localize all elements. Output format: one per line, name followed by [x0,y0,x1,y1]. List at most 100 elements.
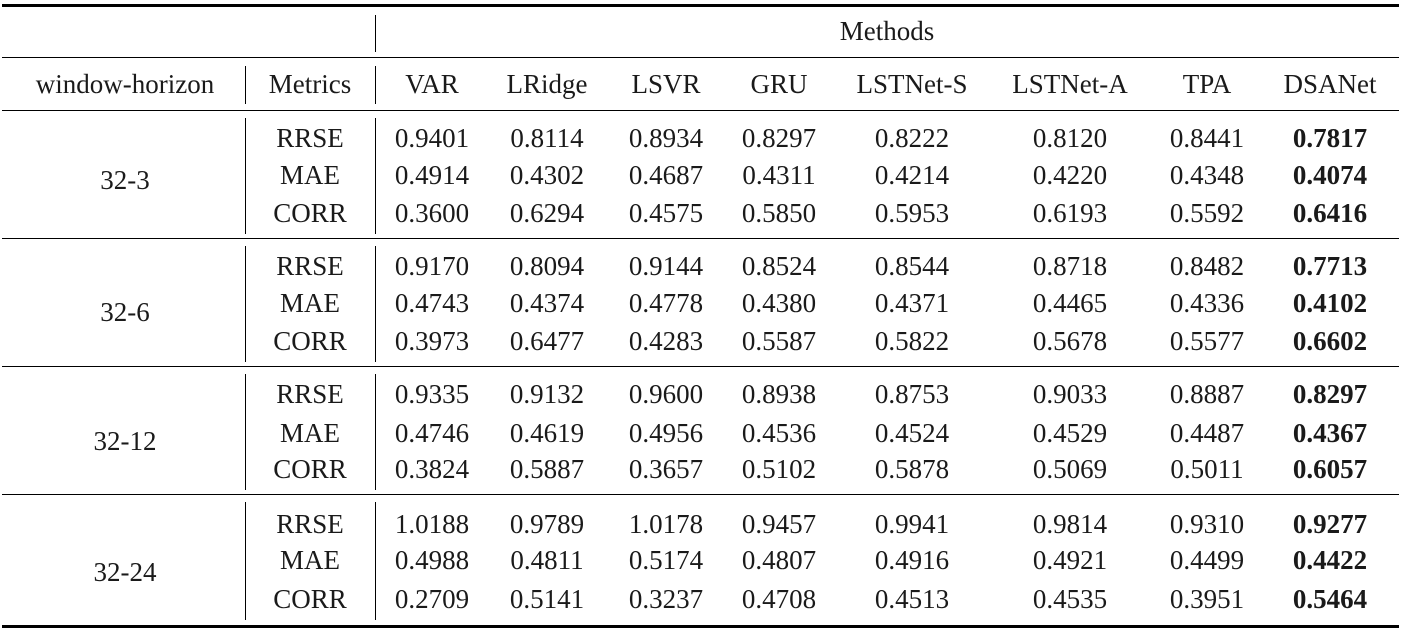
value-cell: 0.9132 [509,379,585,409]
col-header-dsanet: DSANet [1283,69,1377,99]
value-cell: 0.8887 [1169,379,1245,409]
value-cell: 0.9401 [394,123,470,153]
best-value-cell: 0.4422 [1292,545,1368,575]
value-cell: 0.9789 [509,509,585,539]
value-cell: 0.4988 [394,545,470,575]
value-cell: 0.8938 [741,379,817,409]
column-separator [245,374,246,490]
value-cell: 0.9941 [874,509,950,539]
value-cell: 0.4921 [1032,545,1108,575]
column-separator [375,15,376,52]
value-cell: 0.5011 [1170,454,1244,484]
value-cell: 0.5069 [1032,454,1108,484]
value-cell: 0.3973 [394,326,470,356]
header-rule [2,110,1399,111]
value-cell: 1.0188 [394,509,470,539]
col-header-lstnet-a: LSTNet-A [1012,69,1128,99]
best-value-cell: 0.6602 [1292,326,1368,356]
metric-label: RRSE [276,509,344,539]
col-header-lsvr: LSVR [631,69,701,99]
metric-label: CORR [273,326,347,356]
metric-label: MAE [280,160,340,190]
value-cell: 0.4956 [628,418,704,448]
col-header-window-horizon: window-horizon [35,69,215,99]
value-cell: 0.9033 [1032,379,1108,409]
value-cell: 0.4575 [628,198,704,228]
value-cell: 0.8441 [1169,123,1245,153]
best-value-cell: 0.8297 [1292,379,1368,409]
value-cell: 0.5592 [1169,198,1245,228]
value-cell: 0.9457 [741,509,817,539]
value-cell: 0.3600 [394,198,470,228]
value-cell: 0.8934 [628,123,704,153]
value-cell: 0.4220 [1032,160,1108,190]
column-separator [375,502,376,620]
value-cell: 0.8524 [741,251,817,281]
value-cell: 0.4535 [1032,584,1108,614]
value-cell: 0.4708 [741,584,817,614]
col-header-lstnet-s: LSTNet-S [856,69,968,99]
value-cell: 0.8482 [1169,251,1245,281]
metric-label: MAE [280,288,340,318]
value-cell: 0.9335 [394,379,470,409]
value-cell: 0.9310 [1169,509,1245,539]
value-cell: 0.4302 [509,160,585,190]
best-value-cell: 0.4102 [1292,288,1368,318]
best-value-cell: 0.6416 [1292,198,1368,228]
metric-label: RRSE [276,379,344,409]
col-header-gru: GRU [750,69,808,99]
value-cell: 0.4743 [394,288,470,318]
value-cell: 0.4746 [394,418,470,448]
value-cell: 0.8718 [1032,251,1108,281]
best-value-cell: 0.4367 [1292,418,1368,448]
best-value-cell: 0.5464 [1292,584,1368,614]
value-cell: 1.0178 [628,509,704,539]
column-separator [375,246,376,362]
metric-label: CORR [273,584,347,614]
value-cell: 0.5878 [874,454,950,484]
column-separator [375,118,376,234]
value-cell: 0.8297 [741,123,817,153]
value-cell: 0.4380 [741,288,817,318]
group-label: 32-3 [100,165,150,195]
value-cell: 0.4807 [741,545,817,575]
best-value-cell: 0.9277 [1292,509,1368,539]
best-value-cell: 0.6057 [1292,454,1368,484]
value-cell: 0.6294 [509,198,585,228]
column-separator [375,374,376,490]
value-cell: 0.3237 [628,584,704,614]
value-cell: 0.4524 [874,418,950,448]
metric-label: CORR [273,454,347,484]
value-cell: 0.4529 [1032,418,1108,448]
methods-rule [2,57,1399,58]
col-header-var: VAR [405,69,459,99]
value-cell: 0.9600 [628,379,704,409]
value-cell: 0.5887 [509,454,585,484]
column-separator [245,118,246,234]
value-cell: 0.4536 [741,418,817,448]
group-rule [2,494,1399,495]
value-cell: 0.6477 [509,326,585,356]
value-cell: 0.4283 [628,326,704,356]
value-cell: 0.4914 [394,160,470,190]
value-cell: 0.6193 [1032,198,1108,228]
value-cell: 0.4778 [628,288,704,318]
best-value-cell: 0.4074 [1292,160,1368,190]
value-cell: 0.9814 [1032,509,1108,539]
value-cell: 0.4687 [628,160,704,190]
column-separator [375,66,376,104]
value-cell: 0.8114 [510,123,584,153]
best-value-cell: 0.7713 [1292,251,1368,281]
value-cell: 0.4499 [1169,545,1245,575]
value-cell: 0.5102 [741,454,817,484]
value-cell: 0.5587 [741,326,817,356]
value-cell: 0.8753 [874,379,950,409]
value-cell: 0.8222 [874,123,950,153]
value-cell: 0.5678 [1032,326,1108,356]
group-rule [2,238,1399,239]
group-rule [2,366,1399,367]
value-cell: 0.5174 [628,545,704,575]
group-label: 32-12 [93,426,157,456]
column-separator [245,66,246,104]
column-separator [245,246,246,362]
